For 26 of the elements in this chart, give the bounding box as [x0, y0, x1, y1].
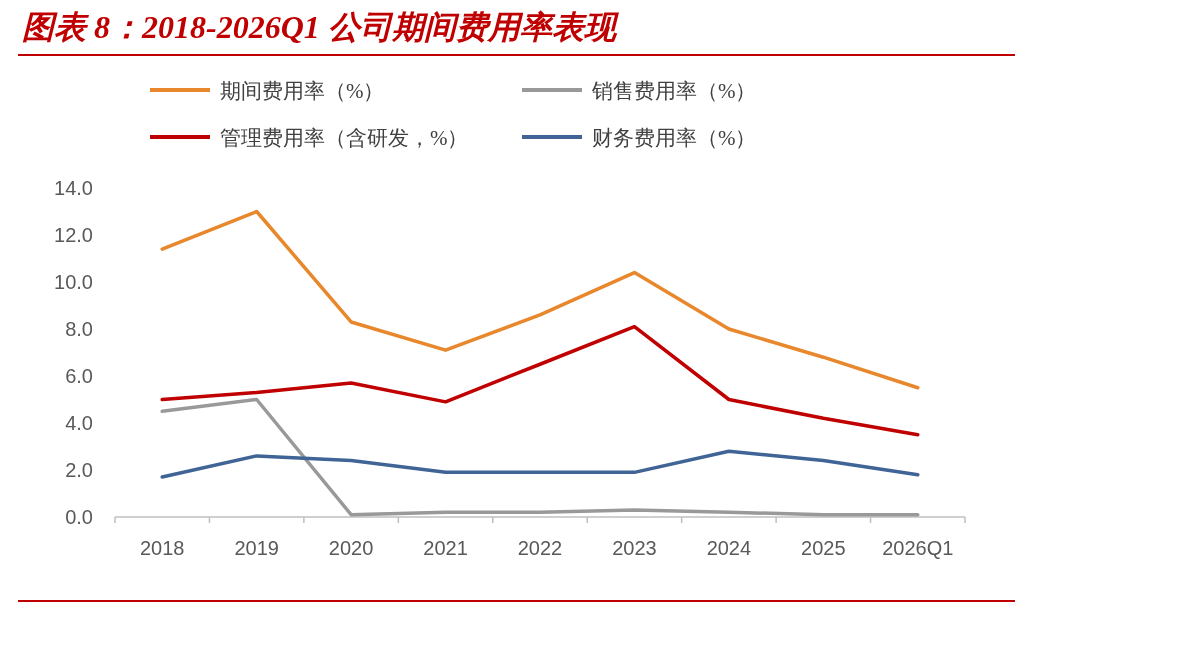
x-tick-label: 2026Q1 — [882, 537, 954, 559]
x-tick-label: 2024 — [706, 537, 752, 559]
x-tick-label: 2021 — [423, 537, 468, 559]
x-tick-label: 2019 — [234, 537, 279, 559]
y-tick-label: 8.0 — [65, 318, 93, 340]
legend-label: 期间费用率（%） — [220, 79, 385, 103]
line-series — [160, 397, 920, 517]
x-tick-label: 2023 — [612, 537, 657, 559]
y-tick-label: 6.0 — [65, 365, 93, 387]
legend-label: 管理费用率（含研发，%） — [220, 126, 469, 150]
line-series — [160, 209, 920, 390]
legend-label: 财务费用率（%） — [592, 126, 757, 150]
x-tick-label: 2025 — [801, 537, 846, 559]
y-tick-label: 4.0 — [65, 412, 93, 434]
y-tick-label: 14.0 — [54, 177, 93, 199]
x-tick-label: 2020 — [328, 537, 374, 559]
legend-label: 销售费用率（%） — [591, 79, 757, 103]
y-tick-label: 2.0 — [65, 459, 93, 481]
y-tick-label: 0.0 — [65, 506, 93, 528]
x-tick-label: 2018 — [139, 537, 185, 559]
line-series — [160, 324, 920, 437]
chart-title: 图表 8：2018-2026Q1 公司期间费用率表现 — [22, 9, 619, 45]
x-tick-label: 2022 — [517, 537, 563, 559]
y-tick-label: 12.0 — [54, 224, 93, 246]
y-tick-label: 10.0 — [54, 271, 93, 293]
line-series — [160, 449, 920, 479]
